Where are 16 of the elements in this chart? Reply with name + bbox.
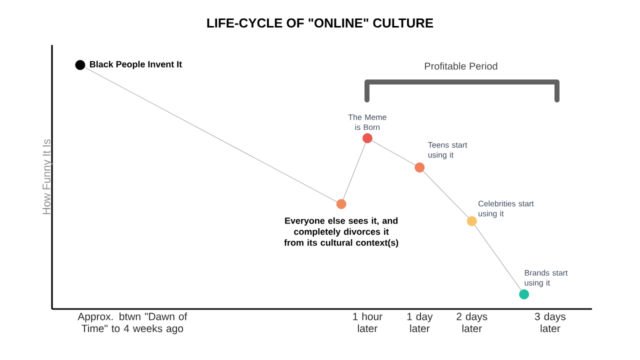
point [75,60,86,70]
x-tick-label: 1 day later [407,312,433,332]
y-axis-title: How Funny It Is [42,139,52,214]
annotation: Black People Invent It [90,60,182,70]
point [336,199,346,210]
x-tick-label: 3 days later [534,312,566,332]
x-tick-label: Approx. btwn "Dawn of Time" to 4 weeks ago [78,312,188,334]
chart-title: LIFE-CYCLE OF "ONLINE" CULTURE [207,18,434,28]
annotation: Profitable Period [424,62,498,70]
point [466,216,477,226]
point [519,289,530,300]
x-tick-label: 2 days later [456,312,488,332]
x-tick-label: 1 hour later [353,312,382,332]
annotation: Everyone else sees it, and completely divorces it from its cultural context(s) [284,217,398,248]
point [414,162,425,172]
point [362,133,372,144]
